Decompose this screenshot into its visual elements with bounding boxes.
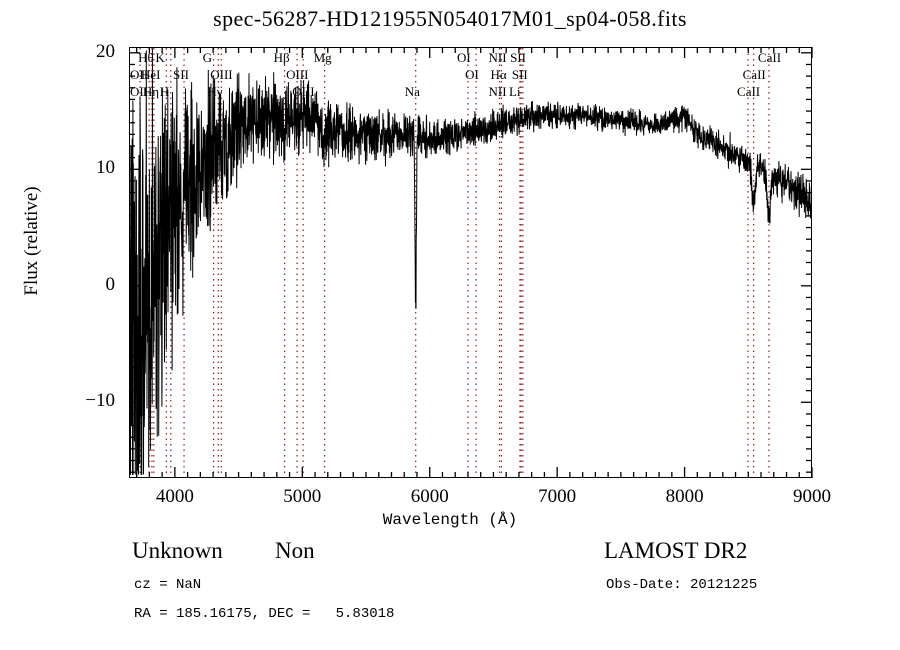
y-tick-10: 10 <box>96 157 115 179</box>
survey-name: LAMOST DR2 <box>604 538 748 563</box>
line-label-CaII-24: CaII <box>737 84 761 99</box>
object-subclass: Non <box>275 538 315 563</box>
x-tick-6000: 6000 <box>410 486 449 507</box>
line-label-OIII-9: OIII <box>210 67 233 82</box>
line-label-G-8: G <box>202 50 212 65</box>
line-label-H-6: H <box>159 84 170 99</box>
line-label-OII-1: OII <box>130 84 149 99</box>
line-label-Li-23: Li <box>508 84 521 99</box>
x-axis-title: Wavelength (Å) <box>382 511 518 529</box>
line-label-H-11: Hβ <box>273 50 290 65</box>
line-label-OIII-13: OIII <box>292 84 315 99</box>
line-label-H-4: Hη <box>142 84 160 99</box>
y-tick--10: −10 <box>85 390 115 412</box>
line-label-Na-15: Na <box>404 84 420 99</box>
line-label-SII-7: SII <box>173 67 189 82</box>
redshift-value: cz = NaN <box>134 577 202 593</box>
object-class: Unknown <box>132 538 223 563</box>
line-label-H-20: Hα <box>490 67 507 82</box>
line-label-H-2: Hθ <box>138 50 154 65</box>
line-label-CaII-25: CaII <box>742 67 766 82</box>
line-label-HeI-3: HeI <box>140 67 161 82</box>
line-label-NII-19: NII <box>488 84 507 99</box>
x-tick-4000: 4000 <box>155 486 194 507</box>
y-tick-0: 0 <box>105 273 116 295</box>
x-tick-8000: 8000 <box>665 486 704 507</box>
line-label-OI-16: OI <box>456 50 471 65</box>
line-label-SII-22: SII <box>511 67 528 82</box>
line-label-CaII-26: CaII <box>757 50 782 65</box>
y-tick-20: 20 <box>96 40 115 62</box>
line-label-K-5: K <box>155 50 165 65</box>
line-label-SII-21: SII <box>510 50 526 65</box>
line-label-OII-0: OII <box>130 67 149 82</box>
line-label-OI-17: OI <box>465 67 479 82</box>
line-label-OIII-12: OIII <box>286 67 309 82</box>
coordinates-value: RA = 185.16175, DEC = 5.83018 <box>134 606 395 622</box>
line-label-NII-18: NII <box>488 50 507 65</box>
y-axis-title: Flux (relative) <box>21 186 42 296</box>
x-tick-5000: 5000 <box>283 486 322 507</box>
line-label-H-10: Hγ <box>207 84 223 99</box>
x-tick-7000: 7000 <box>538 486 577 507</box>
line-label-Mg-14: Mg <box>313 50 332 65</box>
page-title: spec-56287-HD121955N054017M01_sp04-058.f… <box>213 6 687 31</box>
obs-date: Obs-Date: 20121225 <box>606 577 758 593</box>
x-tick-9000: 9000 <box>793 486 831 507</box>
